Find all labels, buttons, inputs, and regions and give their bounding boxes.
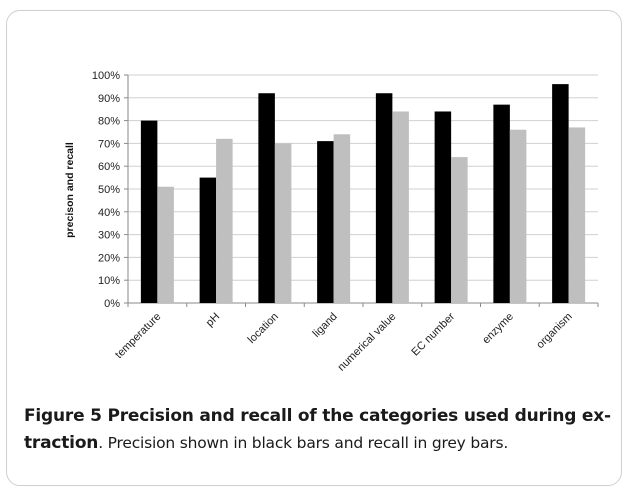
precision-bar-enzyme — [493, 104, 510, 303]
precision-bar-numerical-value — [375, 93, 393, 304]
precision-bar-organism — [552, 84, 569, 304]
recall-bar-organism — [568, 127, 586, 303]
y-tick-label: 70% — [98, 138, 120, 150]
y-tick-label: 0% — [104, 298, 120, 310]
recall-bar-ligand — [333, 134, 351, 303]
y-tick-label: 10% — [98, 275, 120, 287]
recall-bar-location — [274, 143, 292, 303]
x-tick-label: numerical value — [336, 311, 399, 374]
x-tick-label: organism — [534, 311, 574, 351]
precision-bar-ligand — [317, 141, 334, 303]
gridlines — [124, 74, 599, 307]
bars — [140, 84, 586, 304]
x-tick-label: pH — [204, 311, 222, 329]
figure-caption: Figure 5 Precision and recall of the cat… — [24, 403, 614, 457]
y-tick-label: 50% — [98, 184, 120, 196]
recall-bar-enzyme — [509, 129, 527, 303]
precision-bar-ph — [199, 177, 217, 303]
y-tick-label: 40% — [98, 207, 120, 219]
y-tick-label: 80% — [98, 116, 120, 128]
recall-bar-ec-number — [451, 157, 468, 303]
recall-bar-ph — [216, 138, 233, 303]
y-tick-label: 20% — [98, 252, 120, 264]
x-tick-label: enzyme — [480, 311, 516, 347]
x-tick-label: ligand — [311, 311, 340, 340]
caption-text: . Precision shown in black bars and reca… — [98, 434, 509, 452]
y-axis-label: precison and recall — [64, 142, 76, 238]
y-tick-labels: 0% 10% 20% 30% 40% 50% 60% 70% 80% 90% 100% — [92, 70, 120, 310]
recall-bar-numerical-value — [392, 111, 409, 303]
y-tick-label: 60% — [98, 161, 120, 173]
y-tick-label: 100% — [92, 70, 120, 82]
recall-bar-temperature — [157, 186, 174, 303]
precision-bar-temperature — [140, 120, 158, 303]
x-tick-label: location — [246, 311, 281, 346]
y-tick-label: 90% — [98, 93, 120, 105]
precision-bar-location — [258, 93, 275, 304]
x-tick-label: temperature — [113, 311, 163, 361]
caption-title: Figure 5 Precision and recall of the cat… — [24, 406, 611, 453]
precision-bar-ec-number — [434, 111, 452, 303]
bar-chart: 0% 10% 20% 30% 40% 50% 60% 70% 80% 90% 100% temper… — [64, 70, 599, 374]
x-tick-label: EC number — [409, 310, 457, 358]
y-tick-label: 30% — [98, 230, 120, 242]
